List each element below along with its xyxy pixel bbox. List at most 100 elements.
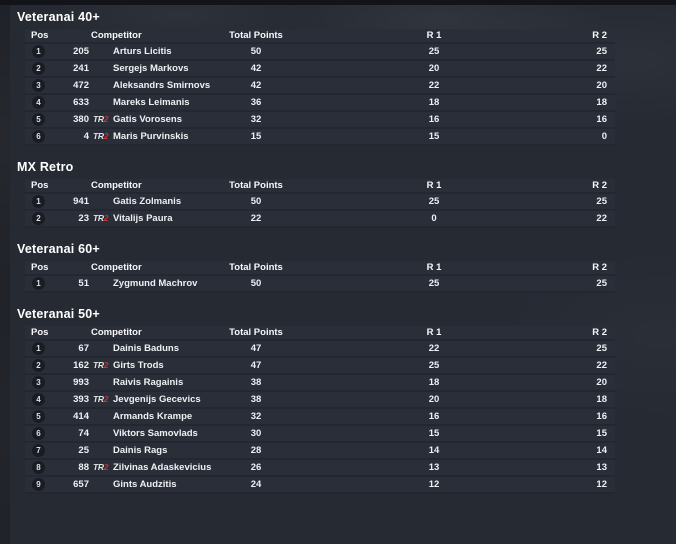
competitor-name: Gatis Vorosens bbox=[113, 114, 182, 125]
total-points: 24 bbox=[250, 479, 262, 490]
round2-points: 20 bbox=[596, 377, 607, 388]
team-badge-cell: TR2 bbox=[89, 213, 111, 224]
competitor-name: Raivis Ragainis bbox=[113, 377, 184, 388]
team-badge-cell: TR2 bbox=[89, 360, 111, 371]
position-cell: 1 bbox=[25, 277, 59, 290]
column-header-pos: Pos bbox=[31, 180, 49, 191]
table-row: 6 74 TR2 Viktors Samovlads 30 15 15 bbox=[25, 426, 615, 443]
round2-points: 18 bbox=[596, 394, 607, 405]
total-points: 30 bbox=[250, 428, 262, 439]
column-header-pos: Pos bbox=[31, 327, 49, 338]
competitor-name: Dainis Rags bbox=[113, 445, 168, 456]
position-badge: 1 bbox=[32, 277, 45, 290]
position-cell: 7 bbox=[25, 444, 59, 457]
round2-points: 12 bbox=[596, 479, 607, 490]
position-badge: 4 bbox=[32, 393, 45, 406]
table-row: 8 88 TR2 Zilvinas Adaskevicius 26 13 13 bbox=[25, 460, 615, 477]
round1-points: 0 bbox=[431, 213, 437, 224]
round2-points: 22 bbox=[596, 213, 607, 224]
column-header-total-points: Total Points bbox=[229, 327, 283, 338]
competitor-name: Vitalijs Paura bbox=[113, 213, 173, 224]
position-badge: 1 bbox=[32, 342, 45, 355]
total-points: 38 bbox=[250, 377, 262, 388]
table-row: 1 941 TR2 Gatis Zolmanis 50 25 25 bbox=[25, 194, 615, 211]
column-header-competitor: Competitor bbox=[91, 327, 142, 338]
rider-number: 25 bbox=[78, 445, 89, 456]
table-body: 1 205 TR2 Arturs Licitis 50 25 25 2 241 … bbox=[25, 44, 615, 146]
rider-number: 633 bbox=[73, 97, 89, 108]
column-header-r1: R 1 bbox=[426, 327, 442, 338]
round1-points: 15 bbox=[428, 428, 440, 439]
round1-points: 25 bbox=[428, 360, 440, 371]
round1-points: 22 bbox=[428, 343, 440, 354]
table-row: 6 4 TR2 Maris Purvinskis 15 15 0 bbox=[25, 129, 615, 146]
tr2-logo-tr: TR bbox=[93, 114, 104, 124]
round2-points: 0 bbox=[601, 131, 607, 142]
column-header-total-points: Total Points bbox=[229, 262, 283, 273]
round2-points: 25 bbox=[596, 278, 607, 289]
total-points: 32 bbox=[250, 114, 262, 125]
team-badge-cell: TR2 bbox=[89, 462, 111, 473]
table-header-row: Pos Competitor Total Points R 1 R 2 bbox=[25, 261, 615, 276]
team-badge-cell: TR2 bbox=[89, 394, 111, 405]
column-header-total-points: Total Points bbox=[229, 180, 283, 191]
table-row: 9 657 TR2 Gints Audzitis 24 12 12 bbox=[25, 477, 615, 494]
position-badge: 6 bbox=[32, 130, 45, 143]
table-header-row: Pos Competitor Total Points R 1 R 2 bbox=[25, 179, 615, 194]
round1-points: 18 bbox=[428, 377, 440, 388]
tr2-logo-tr: TR bbox=[93, 394, 104, 404]
table-row: 3 472 TR2 Aleksandrs Smirnovs 42 22 20 bbox=[25, 78, 615, 95]
table-row: 2 23 TR2 Vitalijs Paura 22 0 22 bbox=[25, 211, 615, 228]
position-badge: 1 bbox=[32, 195, 45, 208]
position-cell: 2 bbox=[25, 62, 59, 75]
position-cell: 6 bbox=[25, 130, 59, 143]
total-points: 15 bbox=[250, 131, 262, 142]
rider-number: 241 bbox=[73, 63, 89, 74]
round1-points: 20 bbox=[428, 63, 440, 74]
rider-number: 205 bbox=[73, 46, 89, 57]
results-content: Veteranai 40+ Pos Competitor Total Point… bbox=[10, 5, 676, 544]
position-cell: 1 bbox=[25, 195, 59, 208]
section-title: Veteranai 60+ bbox=[17, 242, 100, 256]
tr2-logo-2: 2 bbox=[103, 394, 109, 404]
table-row: 4 633 TR2 Mareks Leimanis 36 18 18 bbox=[25, 95, 615, 112]
competitor-name: Zilvinas Adaskevicius bbox=[113, 462, 212, 473]
round2-points: 15 bbox=[596, 428, 607, 439]
round1-points: 25 bbox=[428, 196, 440, 207]
column-header-total-points: Total Points bbox=[229, 30, 283, 41]
total-points: 22 bbox=[250, 213, 262, 224]
tr2-logo-tr: TR bbox=[93, 213, 104, 223]
tr2-logo: TR2 bbox=[93, 114, 109, 124]
round1-points: 16 bbox=[428, 411, 440, 422]
position-badge: 3 bbox=[32, 79, 45, 92]
rider-number: 74 bbox=[78, 428, 89, 439]
round1-points: 15 bbox=[428, 131, 440, 142]
column-header-r2: R 2 bbox=[592, 30, 607, 41]
round1-points: 25 bbox=[428, 46, 440, 57]
rider-number: 380 bbox=[73, 114, 89, 125]
tr2-logo: TR2 bbox=[93, 394, 109, 404]
position-badge: 5 bbox=[32, 113, 45, 126]
position-badge: 2 bbox=[32, 359, 45, 372]
competitor-name: Sergejs Markovs bbox=[113, 63, 189, 74]
round2-points: 22 bbox=[596, 360, 607, 371]
tr2-logo-2: 2 bbox=[103, 360, 109, 370]
total-points: 42 bbox=[250, 63, 262, 74]
rider-number: 657 bbox=[73, 479, 89, 490]
table-body: 1 51 TR2 Zygmund Machrov 50 25 25 bbox=[25, 276, 615, 293]
column-header-r2: R 2 bbox=[592, 262, 607, 273]
competitor-name: Mareks Leimanis bbox=[113, 97, 190, 108]
rider-number: 67 bbox=[78, 343, 89, 354]
position-badge: 8 bbox=[32, 461, 45, 474]
position-cell: 5 bbox=[25, 410, 59, 423]
column-header-pos: Pos bbox=[31, 262, 49, 273]
round2-points: 16 bbox=[596, 411, 607, 422]
rider-number: 162 bbox=[73, 360, 89, 371]
tr2-logo-2: 2 bbox=[103, 131, 109, 141]
round2-points: 25 bbox=[596, 46, 607, 57]
total-points: 50 bbox=[250, 46, 262, 57]
position-cell: 2 bbox=[25, 212, 59, 225]
total-points: 42 bbox=[250, 80, 262, 91]
total-points: 38 bbox=[250, 394, 262, 405]
tr2-logo: TR2 bbox=[93, 360, 109, 370]
